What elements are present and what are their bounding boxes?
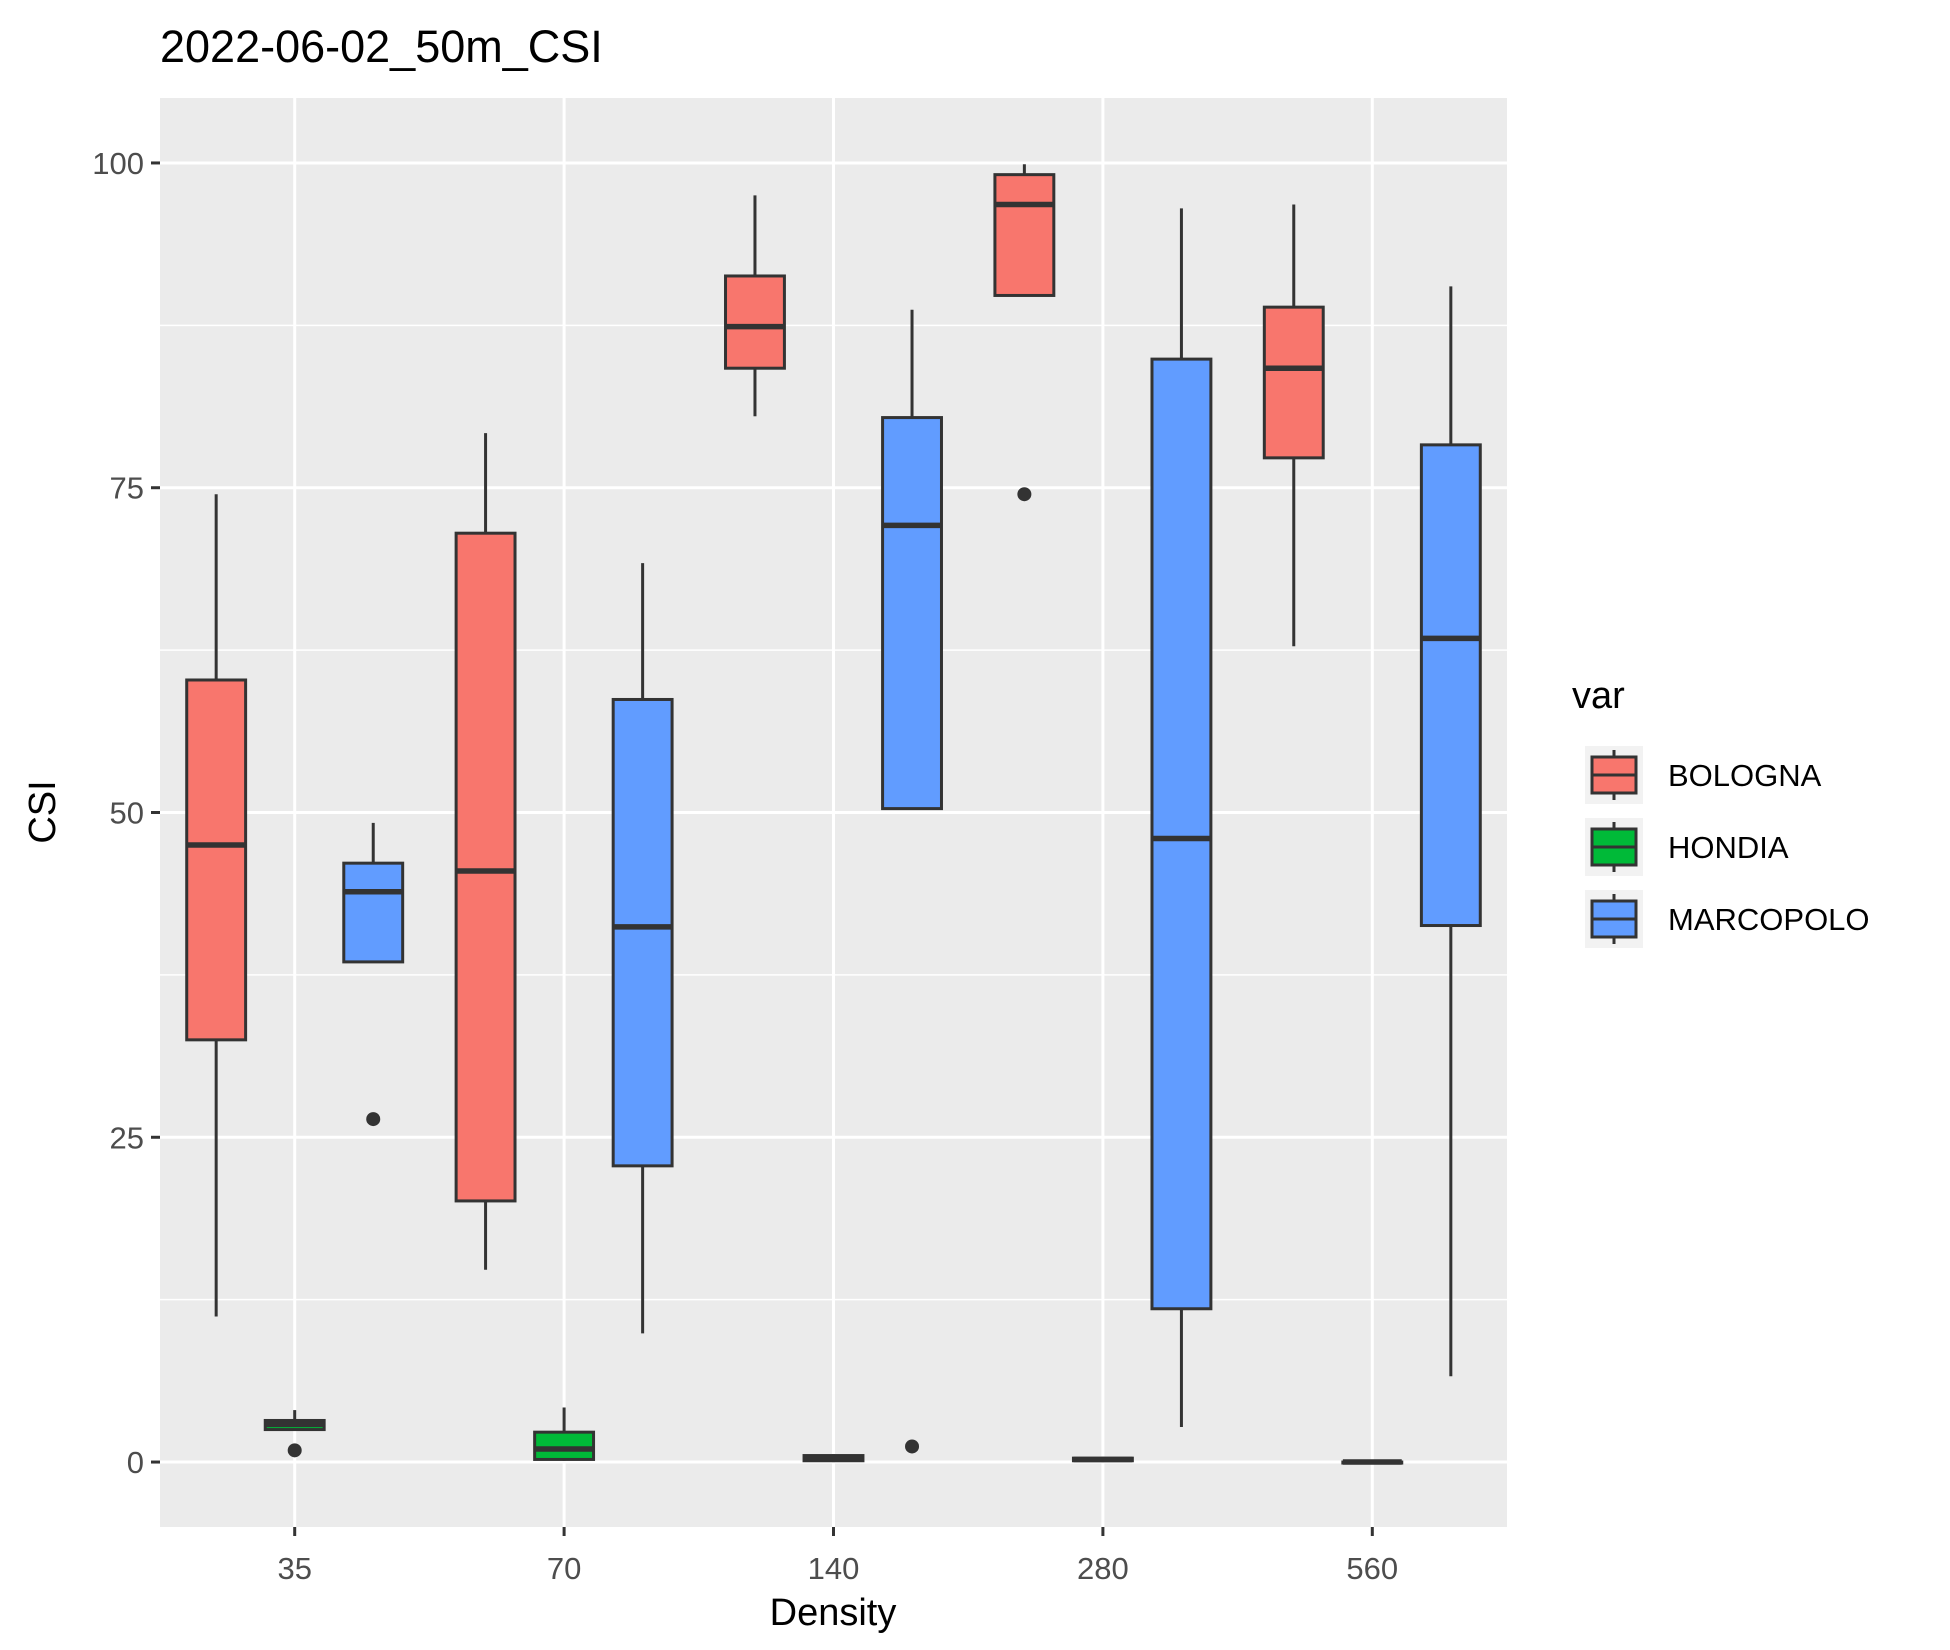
box-rect bbox=[533, 1430, 596, 1461]
legend-label: HONDIA bbox=[1668, 830, 1789, 865]
x-axis-title: Density bbox=[770, 1592, 897, 1634]
y-tick-label: 50 bbox=[110, 796, 144, 831]
legend-item-bologna: BOLOGNA bbox=[1585, 746, 1822, 804]
x-tick-label: 560 bbox=[1346, 1551, 1398, 1586]
legend-title: var bbox=[1572, 675, 1625, 717]
box-marcopolo-560 bbox=[1419, 286, 1482, 1377]
box-bologna-70 bbox=[454, 433, 517, 1270]
box-rect bbox=[1419, 443, 1482, 928]
y-tick-label: 100 bbox=[92, 146, 144, 181]
box-rect bbox=[611, 697, 674, 1168]
y-axis-ticks: 0 25 50 75 100 bbox=[92, 146, 160, 1480]
box-hondia-35 bbox=[263, 1410, 326, 1458]
box-rect bbox=[993, 173, 1056, 297]
box-series bbox=[185, 164, 1482, 1465]
outlier-point bbox=[366, 1112, 381, 1127]
box-rect bbox=[185, 678, 248, 1042]
box-bologna-280 bbox=[993, 164, 1056, 502]
box-marcopolo-140 bbox=[881, 309, 943, 1454]
legend-item-hondia: HONDIA bbox=[1585, 818, 1789, 876]
box-rect bbox=[454, 531, 517, 1203]
legend: var BOLOGNA HONDIA MARCOPOLO bbox=[1572, 675, 1870, 948]
gridlines bbox=[160, 98, 1507, 1527]
box-rect bbox=[1262, 305, 1325, 460]
x-tick-label: 280 bbox=[1077, 1551, 1129, 1586]
box-bologna-560 bbox=[1262, 204, 1325, 647]
box-bologna-35 bbox=[185, 494, 248, 1317]
box-rect bbox=[1150, 357, 1213, 1311]
box-bologna-140 bbox=[724, 195, 786, 417]
outlier-point bbox=[905, 1439, 920, 1454]
chart-title: 2022-06-02_50m_CSI bbox=[160, 21, 603, 72]
y-tick-label: 25 bbox=[110, 1120, 144, 1155]
y-axis-title: CSI bbox=[22, 780, 64, 843]
outlier-point bbox=[1017, 487, 1032, 502]
x-tick-label: 140 bbox=[808, 1551, 860, 1586]
legend-item-marcopolo: MARCOPOLO bbox=[1585, 890, 1870, 948]
y-tick-label: 75 bbox=[110, 471, 144, 506]
box-rect bbox=[881, 416, 943, 811]
outlier-point bbox=[287, 1443, 302, 1458]
x-tick-label: 35 bbox=[277, 1551, 311, 1586]
box-marcopolo-280 bbox=[1150, 208, 1213, 1427]
box-marcopolo-70 bbox=[611, 563, 674, 1334]
legend-label: MARCOPOLO bbox=[1668, 902, 1870, 937]
box-hondia-140 bbox=[802, 1454, 865, 1463]
x-axis-ticks: 35 70 140 280 560 bbox=[277, 1527, 1398, 1586]
box-hondia-70 bbox=[533, 1407, 596, 1461]
legend-label: BOLOGNA bbox=[1668, 758, 1822, 793]
y-tick-label: 0 bbox=[127, 1445, 144, 1480]
box-rect bbox=[342, 861, 405, 964]
box-rect bbox=[724, 274, 786, 370]
x-tick-label: 70 bbox=[547, 1551, 581, 1586]
box-hondia-560 bbox=[1341, 1459, 1404, 1465]
box-marcopolo-35 bbox=[342, 822, 405, 1127]
box-hondia-280 bbox=[1071, 1456, 1134, 1463]
